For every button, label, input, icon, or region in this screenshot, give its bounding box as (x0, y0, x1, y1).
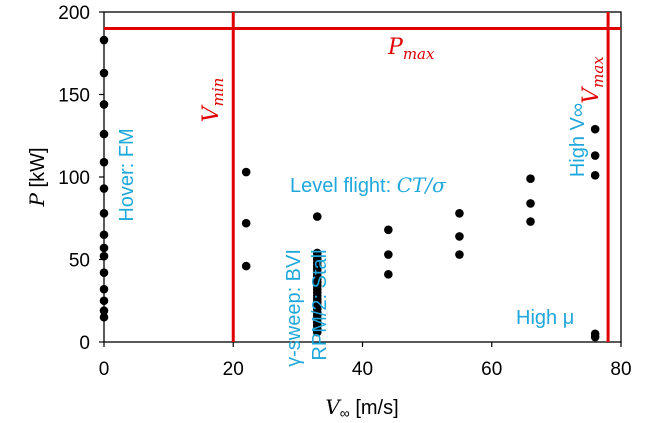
data-point (99, 129, 109, 139)
data-point (99, 284, 109, 294)
x-tick-label: 40 (352, 359, 373, 380)
y-axis-label: P [kW] (25, 147, 49, 207)
data-point (99, 312, 109, 322)
high-v-annotation: High V∞ (567, 103, 589, 177)
y-axis: 0 50 100 150 200 (58, 3, 104, 354)
x-axis-label: V∞ [m/s] (325, 395, 398, 421)
data-point (384, 270, 393, 279)
data-point (99, 184, 109, 193)
data-point (99, 251, 109, 261)
data-point (99, 230, 109, 240)
data-point (455, 232, 464, 241)
vmax-label: Vmax (579, 56, 607, 104)
data-point (241, 167, 251, 177)
data-point (384, 250, 393, 259)
data-point (526, 199, 535, 208)
data-point (312, 212, 322, 221)
data-point (526, 174, 535, 183)
x-tick-label: 0 (99, 359, 110, 380)
data-point (99, 157, 109, 167)
pmax-label: Pmax (387, 35, 435, 63)
data-point (99, 243, 109, 253)
data-point (99, 306, 109, 315)
level-flight-annotation: Level flight: CT/σ (290, 173, 447, 197)
data-point (455, 209, 464, 218)
y-tick-label: 50 (69, 251, 90, 272)
data-point (590, 124, 600, 134)
data-point (590, 171, 600, 180)
data-point (384, 225, 393, 235)
data-point (99, 268, 109, 278)
data-point (455, 250, 464, 259)
data-point (590, 332, 600, 342)
data-points (99, 35, 600, 342)
high-mu-annotation: High μ (516, 307, 574, 329)
data-point (526, 217, 535, 226)
data-point (99, 296, 109, 306)
data-point (99, 35, 109, 45)
data-point (241, 261, 251, 271)
x-tick-label: 80 (610, 359, 631, 380)
data-point (312, 327, 322, 337)
data-point (99, 68, 109, 78)
vmin-label: Vmin (199, 78, 227, 123)
y-tick-label: 100 (58, 168, 90, 189)
hover-annotation: Hover: FM (116, 128, 138, 221)
y-tick-label: 200 (58, 3, 90, 24)
y-tick-label: 0 (79, 333, 90, 354)
rpm-annotation: RPM/2: Stall (309, 249, 331, 360)
data-point (99, 100, 109, 109)
y-tick-label: 150 (58, 86, 90, 107)
data-point (590, 151, 600, 160)
x-axis: 0 20 40 60 80 (99, 342, 632, 380)
data-point (241, 218, 251, 228)
gamma-sweep-annotation: γ-sweep: BVI (283, 249, 305, 367)
x-tick-label: 60 (481, 359, 502, 380)
x-tick-label: 20 (223, 359, 244, 380)
data-point (99, 209, 109, 218)
